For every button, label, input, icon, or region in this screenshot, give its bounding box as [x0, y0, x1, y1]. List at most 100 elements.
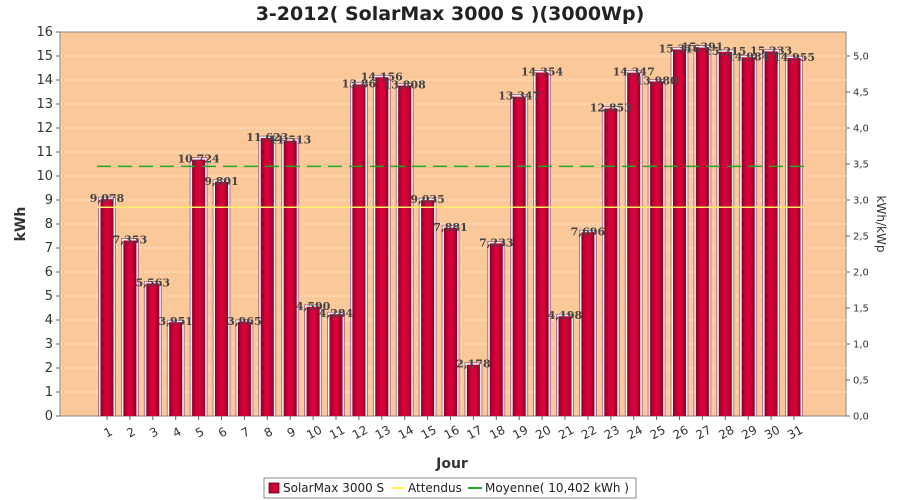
bar [123, 240, 137, 416]
x-tick-label: 27 [693, 423, 713, 443]
y2-tick-label: 3,5 [853, 159, 869, 170]
data-label: 15,233 [750, 44, 792, 57]
data-label: 2,178 [456, 358, 491, 371]
bar [237, 321, 251, 416]
x-tick-label: 8 [262, 424, 275, 440]
y-axis-right: 0,0 0,5 1,0 1,5 2,0 2,5 3,0 3,5 4,0 4,5 5,0 [846, 51, 869, 423]
data-label: 12,853 [590, 102, 632, 115]
data-label: 15,215 [704, 45, 746, 58]
data-label: 13,86 [342, 77, 377, 90]
bar-series [98, 45, 803, 417]
bar [787, 58, 801, 417]
x-tick-label: 4 [170, 424, 183, 440]
bar [352, 84, 366, 417]
data-label: 9,801 [204, 175, 238, 188]
data-label: 9,035 [410, 193, 444, 206]
y2-axis-label: kWh/kWp [874, 196, 888, 253]
legend-label-moyenne: Moyenne( 10,402 kWh ) [485, 481, 629, 495]
data-label: 4,198 [548, 309, 583, 322]
y2-tick-label: 2,0 [853, 267, 869, 278]
legend-swatch-solarmax [268, 482, 280, 494]
y2-tick-label: 1,5 [853, 303, 869, 314]
x-axis-label: Jour [435, 456, 468, 472]
bar [375, 77, 389, 417]
x-tick-label: 16 [442, 423, 462, 443]
data-label: 14,984 [727, 50, 769, 63]
bar [146, 283, 160, 416]
x-tick-label: 30 [762, 423, 782, 443]
data-label: 13,980 [636, 74, 678, 87]
y-tick-label: 3 [45, 337, 53, 352]
bar [329, 314, 343, 416]
x-tick-label: 13 [373, 423, 393, 443]
bar [283, 140, 297, 417]
bar [695, 47, 709, 417]
y-tick-label: 12 [36, 121, 53, 136]
data-label: 7,881 [433, 221, 467, 234]
data-label: 10,724 [178, 153, 220, 166]
x-tick-label: 10 [304, 423, 324, 443]
bar [627, 72, 641, 416]
bar [192, 159, 206, 416]
x-tick-label: 15 [419, 423, 439, 443]
data-label: 5,563 [136, 276, 170, 289]
data-label: 7,696 [571, 225, 606, 238]
bar [306, 306, 320, 416]
y-axis-label: kWh [13, 207, 29, 242]
bar [489, 243, 503, 416]
y2-tick-label: 0,5 [853, 375, 869, 386]
x-tick-label: 31 [785, 423, 805, 443]
legend-label-solarmax: SolarMax 3000 S [283, 481, 384, 495]
x-tick-label: 17 [464, 423, 484, 443]
x-tick-label: 11 [327, 423, 347, 443]
x-tick-label: 12 [350, 423, 370, 443]
x-tick-label: 28 [716, 423, 736, 443]
bar [558, 316, 572, 416]
x-tick-label: 6 [216, 424, 229, 440]
data-label: 13,808 [384, 79, 426, 92]
data-label: 11,623 [246, 131, 288, 144]
bar [535, 72, 549, 416]
bar [718, 51, 732, 417]
bar [421, 200, 435, 416]
x-tick-label: 24 [625, 423, 645, 443]
x-tick-label: 22 [579, 423, 599, 443]
x-tick-label: 7 [239, 424, 252, 440]
reference-lines [97, 165, 804, 208]
y2-tick-label: 2,5 [853, 231, 869, 242]
data-label: 3,965 [227, 315, 261, 328]
x-tick-label: 9 [285, 424, 298, 440]
x-tick-label: 1 [101, 424, 114, 440]
legend-frame [263, 477, 637, 499]
x-tick-label: 18 [487, 423, 507, 443]
data-label: 4,590 [296, 300, 331, 313]
bar [673, 49, 686, 416]
data-label: 11,513 [269, 134, 311, 147]
y2-tick-label: 4,0 [853, 123, 869, 134]
y2-tick-label: 1,0 [853, 339, 869, 350]
y2-tick-label: 0,0 [853, 412, 869, 423]
data-label: 7,233 [479, 236, 513, 249]
legend: SolarMax 3000 S Attendus Moyenne( 10,402… [263, 477, 637, 499]
bar [512, 96, 526, 416]
chart-title: 3-2012( SolarMax 3000 S )(3000Wp) [256, 3, 645, 25]
y2-tick-label: 4,5 [853, 87, 869, 98]
y2-tick-label: 3,0 [853, 195, 869, 206]
y-tick-label: 16 [36, 25, 53, 40]
x-tick-label: 20 [533, 423, 553, 443]
y-tick-label: 11 [36, 145, 53, 160]
y-tick-label: 2 [45, 361, 53, 376]
y-tick-label: 8 [45, 217, 53, 232]
y-tick-label: 7 [45, 241, 53, 256]
y-tick-label: 4 [45, 313, 53, 328]
bar [169, 322, 183, 416]
x-tick-label: 14 [396, 423, 416, 443]
data-label: 14,354 [521, 66, 563, 79]
data-label: 4,284 [319, 307, 354, 320]
y-tick-label: 10 [36, 169, 53, 184]
bar [650, 81, 664, 416]
bar [398, 85, 412, 416]
bar [741, 57, 755, 416]
